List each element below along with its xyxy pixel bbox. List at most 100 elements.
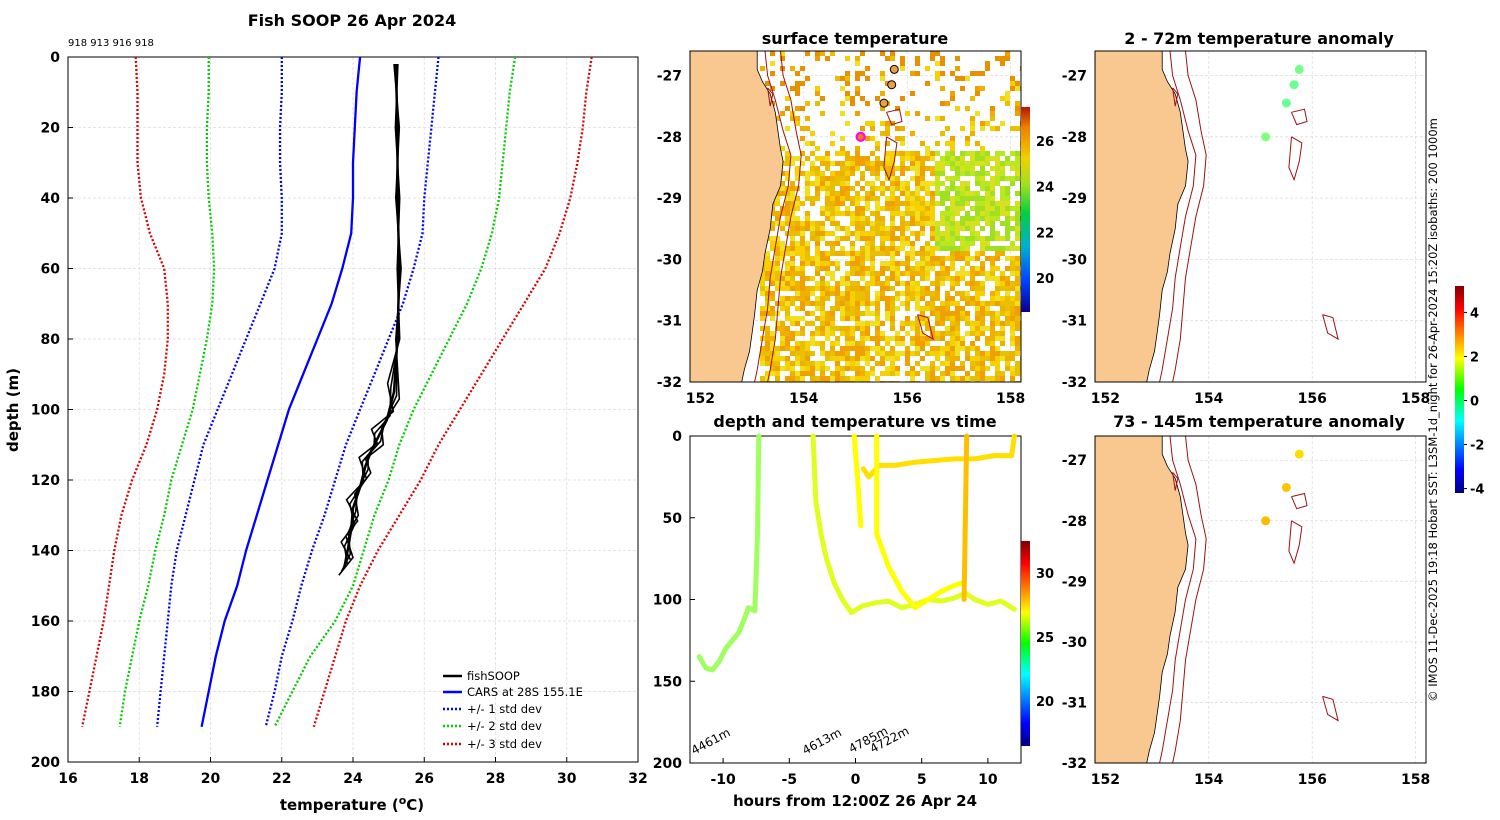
sst-pixel [825, 196, 830, 201]
sst-pixel [1000, 296, 1005, 301]
sst-pixel [870, 171, 875, 176]
sst-pixel [835, 266, 840, 271]
dt-colorbar-tick-label: 30 [1036, 567, 1054, 582]
sst-pixel [945, 356, 950, 361]
sst-pixel [935, 286, 940, 291]
sst-pixel [885, 261, 890, 266]
legend-label-std3: +/- 3 std dev [467, 737, 542, 751]
sst-pixel [950, 91, 955, 96]
sst-pixel [895, 186, 900, 191]
sst-pixel [895, 211, 900, 216]
sst-pixel [900, 201, 905, 206]
sst-pixel [940, 61, 945, 66]
sst-pixel [800, 261, 805, 266]
sst-pixel [1005, 186, 1010, 191]
sst-pixel [995, 266, 1000, 271]
sst-pixel [855, 321, 860, 326]
sst-pixel [880, 91, 885, 96]
sst-pixel [830, 351, 835, 356]
sst-pixel [815, 101, 820, 106]
sst-pixel [880, 236, 885, 241]
sst-pixel [960, 251, 965, 256]
sst-pixel [910, 371, 915, 376]
sst-pixel [895, 356, 900, 361]
map-xtick-label: 156 [1298, 772, 1327, 788]
sst-pixel [845, 161, 850, 166]
sst-pixel [850, 366, 855, 371]
sst-pixel [860, 246, 865, 251]
anom-upper-axes-box [1094, 50, 1427, 383]
sst-pixel [945, 101, 950, 106]
sst-pixel [890, 356, 895, 361]
sst-pixel [830, 231, 835, 236]
sst-pixel [945, 221, 950, 226]
sst-pixel [1015, 286, 1020, 291]
sst-pixel [820, 206, 825, 211]
sst-pixel [1010, 341, 1015, 346]
sst-pixel [930, 156, 935, 161]
sst-pixel [995, 246, 1000, 251]
sst-pixel [935, 181, 940, 186]
sst-pixel [945, 296, 950, 301]
map-ytick-label: -28 [657, 130, 682, 146]
sst-pixel [845, 331, 850, 336]
sst-pixel [940, 376, 945, 381]
sst-pixel [815, 56, 820, 61]
sst-pixel [1015, 86, 1020, 91]
sst-pixel [795, 86, 800, 91]
sst-pixel [975, 216, 980, 221]
sst-pixel [780, 186, 785, 191]
sst-pixel [850, 296, 855, 301]
sst-pixel [860, 271, 865, 276]
sst-pixel [790, 316, 795, 321]
sst-pixel [790, 296, 795, 301]
sst-pixel [840, 146, 845, 151]
sst-pixel [1005, 191, 1010, 196]
sst-pixel [910, 71, 915, 76]
sst-pixel [985, 161, 990, 166]
sst-pixel [875, 271, 880, 276]
sst-pixel [805, 356, 810, 361]
sst-pixel [975, 196, 980, 201]
sst-pixel [850, 301, 855, 306]
sst-pixel [925, 366, 930, 371]
sst-pixel [1015, 216, 1020, 221]
sst-pixel [855, 161, 860, 166]
sst-pixel [890, 296, 895, 301]
sst-pixel [1015, 211, 1020, 216]
sst-pixel [935, 376, 940, 381]
sst-pixel [820, 321, 825, 326]
sst-pixel [835, 211, 840, 216]
sst-pixel [810, 161, 815, 166]
sst-pixel [980, 311, 985, 316]
sst-pixel [905, 266, 910, 271]
sst-pixel [920, 201, 925, 206]
sst-pixel [920, 316, 925, 321]
sst-pixel [965, 216, 970, 221]
sst-pixel [885, 126, 890, 131]
sst-pixel [930, 251, 935, 256]
sst-pixel [920, 226, 925, 231]
sst-pixel [825, 216, 830, 221]
sst-pixel [935, 346, 940, 351]
sst-pixel [880, 51, 885, 56]
sst-pixel [775, 196, 780, 201]
sst-pixel [850, 186, 855, 191]
sst-pixel [1000, 166, 1005, 171]
sst-pixel [905, 196, 910, 201]
sst-pixel [875, 201, 880, 206]
sst-pixel [1015, 276, 1020, 281]
sst-pixel [910, 266, 915, 271]
sst-pixel [1015, 201, 1020, 206]
sst-pixel [940, 171, 945, 176]
sst-pixel [890, 261, 895, 266]
sst-pixel [965, 301, 970, 306]
sst-pixel [875, 341, 880, 346]
sst-pixel [985, 191, 990, 196]
sst-pixel [1015, 106, 1020, 111]
sst-pixel [920, 216, 925, 221]
sst-pixel [980, 306, 985, 311]
sst-pixel [830, 251, 835, 256]
sst-pixel [860, 51, 865, 56]
